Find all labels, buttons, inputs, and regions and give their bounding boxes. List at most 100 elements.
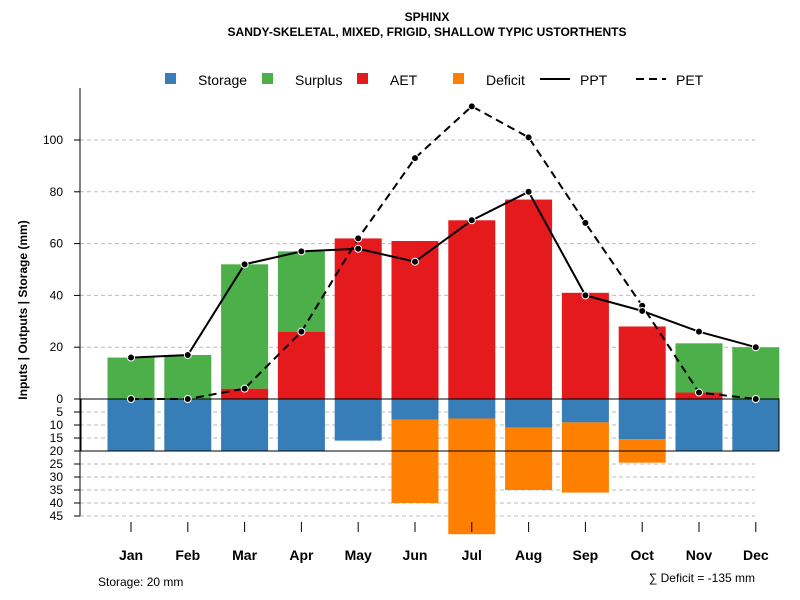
bar-aet xyxy=(334,238,382,399)
legend-swatch-aet xyxy=(357,73,368,84)
chart-subtitle: SANDY-SKELETAL, MIXED, FRIGID, SHALLOW T… xyxy=(228,25,627,39)
y-tick-label: 60 xyxy=(50,237,64,251)
bar-aet xyxy=(391,241,439,399)
point-ppt xyxy=(638,306,647,315)
point-ppt xyxy=(354,244,363,253)
y-tick-label: 40 xyxy=(50,288,64,302)
bar-storage xyxy=(221,399,269,451)
legend: Storage Surplus AET Deficit PPT PET xyxy=(165,72,704,88)
bar-storage xyxy=(505,399,553,428)
bar-storage xyxy=(561,399,609,423)
point-pet xyxy=(695,388,703,397)
legend-swatch-storage xyxy=(165,73,176,84)
bar-storage xyxy=(618,399,666,440)
y-tick-label: 80 xyxy=(50,185,64,199)
x-tick-label: May xyxy=(345,547,372,563)
y-tick-label: 5 xyxy=(56,405,63,419)
legend-label-pet: PET xyxy=(676,72,704,88)
bar-deficit xyxy=(561,422,609,493)
x-tick-label: Apr xyxy=(289,547,314,563)
bar-deficit xyxy=(505,427,553,490)
bar-aet xyxy=(505,199,553,399)
bar-storage xyxy=(107,399,155,451)
bar-deficit xyxy=(448,418,496,535)
y-tick-label: 100 xyxy=(43,133,63,147)
lines xyxy=(127,102,760,403)
storage-box xyxy=(80,398,780,452)
point-pet xyxy=(297,327,306,336)
legend-label-deficit: Deficit xyxy=(486,72,525,88)
point-ppt xyxy=(411,257,419,266)
point-ppt xyxy=(524,187,533,196)
bar-deficit xyxy=(391,419,439,503)
x-axis: Jan Feb Mar Apr May Jun Jul Aug Sep Oct Nov Dec xyxy=(119,522,769,563)
bar-aet xyxy=(221,388,269,399)
bar-aet xyxy=(448,220,496,399)
bar-surplus xyxy=(221,264,269,389)
y-tick-label: 20 xyxy=(50,340,64,354)
x-tick-label: Oct xyxy=(631,547,655,563)
x-tick-label: Jan xyxy=(119,547,143,563)
x-tick-label: Sep xyxy=(573,547,599,563)
point-ppt xyxy=(240,260,249,269)
y-tick-label: 30 xyxy=(50,470,64,484)
y-tick-label: 0 xyxy=(56,392,63,406)
storage-capacity-outline xyxy=(80,398,780,452)
y-tick-label: 40 xyxy=(50,496,64,510)
bar-storage xyxy=(334,399,382,441)
bars xyxy=(107,199,780,535)
bar-aet xyxy=(277,331,325,399)
y-tick-label: 35 xyxy=(50,483,64,497)
bar-storage xyxy=(732,399,780,451)
legend-swatch-deficit xyxy=(453,73,464,84)
point-pet xyxy=(581,218,590,227)
point-pet xyxy=(467,102,476,111)
y-axis-label: Inputs | Outputs | Storage (mm) xyxy=(16,220,30,399)
bar-surplus xyxy=(164,354,212,399)
point-ppt xyxy=(467,216,476,225)
bar-storage xyxy=(391,399,439,420)
point-ppt xyxy=(751,343,760,352)
y-tick-label: 45 xyxy=(50,509,64,523)
line-pet xyxy=(131,105,756,400)
point-ppt xyxy=(581,291,590,300)
y-tick-label: 10 xyxy=(50,418,64,432)
y-tick-label: 20 xyxy=(50,444,64,458)
x-tick-label: Jul xyxy=(462,547,482,563)
bar-storage xyxy=(675,399,723,451)
x-tick-label: Mar xyxy=(232,547,257,563)
bar-storage xyxy=(448,399,496,419)
bar-surplus xyxy=(107,357,155,399)
point-ppt xyxy=(183,350,192,359)
x-tick-label: Nov xyxy=(686,547,713,563)
x-tick-label: Dec xyxy=(743,547,769,563)
point-pet xyxy=(354,234,363,243)
legend-label-ppt: PPT xyxy=(580,72,608,88)
bar-storage xyxy=(277,399,325,451)
point-ppt xyxy=(695,327,703,336)
bar-storage xyxy=(164,399,212,451)
storage-note: Storage: 20 mm xyxy=(98,575,183,589)
bar-surplus xyxy=(277,251,325,332)
legend-label-storage: Storage xyxy=(198,72,247,88)
x-tick-label: Aug xyxy=(515,547,542,563)
x-tick-label: Feb xyxy=(175,547,200,563)
point-pet xyxy=(524,133,533,142)
bar-surplus xyxy=(732,347,780,399)
bar-aet xyxy=(561,292,609,399)
legend-label-aet: AET xyxy=(390,72,418,88)
bar-aet xyxy=(618,326,666,399)
point-ppt xyxy=(127,353,135,362)
x-tick-label: Jun xyxy=(403,547,428,563)
point-pet xyxy=(751,395,760,403)
deficit-note: ∑ Deficit = -135 mm xyxy=(649,571,755,585)
chart-title: SPHINX xyxy=(405,10,450,24)
y-tick-label: 25 xyxy=(50,457,64,471)
legend-swatch-surplus xyxy=(262,73,273,84)
point-ppt xyxy=(297,247,306,256)
point-pet xyxy=(183,395,192,403)
legend-label-surplus: Surplus xyxy=(295,72,342,88)
point-pet xyxy=(411,154,419,163)
